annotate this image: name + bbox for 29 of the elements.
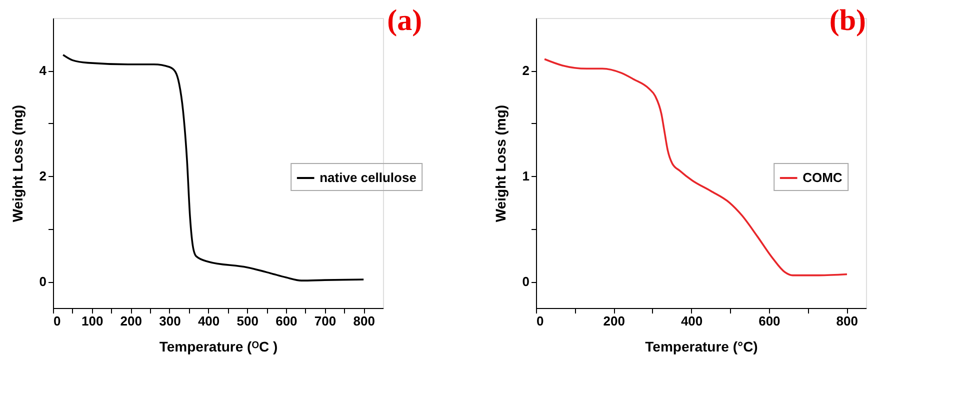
y-tick-label: 1 [522, 168, 530, 184]
x-tick-label: 400 [680, 314, 703, 328]
x-tick-label: 400 [198, 314, 220, 328]
x-tick-label: 700 [314, 314, 336, 328]
x-tick-label: 0 [536, 314, 544, 328]
x-tick-label: 600 [758, 314, 780, 328]
x-tick-label: 800 [836, 314, 858, 328]
x-axis-title: Temperature (°C) [645, 338, 758, 354]
chart-title: (b) [829, 4, 866, 37]
y-axis-title: Weight Loss (mg) [492, 104, 508, 222]
x-tick-label: 800 [353, 314, 375, 328]
y-axis-title: Weight Loss (mg) [9, 104, 26, 222]
x-tick-label: 500 [236, 314, 258, 328]
line-series [544, 58, 848, 276]
x-tick-label: 200 [603, 314, 625, 328]
x-axis-title: Temperature (ᴼC ) [159, 338, 278, 354]
y-tick-label: 0 [522, 274, 530, 290]
y-tick-label: 2 [522, 63, 530, 78]
legend-label: native cellulose [320, 170, 416, 185]
x-tick-label: 300 [159, 314, 181, 328]
x-tick-label: 100 [81, 314, 104, 328]
x-tick-label: 600 [276, 314, 298, 328]
x-tick-label: 0 [54, 314, 61, 328]
x-tick-label: 200 [120, 314, 142, 328]
y-tick-label: 0 [39, 274, 46, 290]
legend-label: COMC [802, 170, 843, 185]
chart-title: (a) [387, 4, 422, 37]
y-tick-label: 2 [39, 168, 46, 184]
y-tick-label: 4 [39, 63, 48, 78]
